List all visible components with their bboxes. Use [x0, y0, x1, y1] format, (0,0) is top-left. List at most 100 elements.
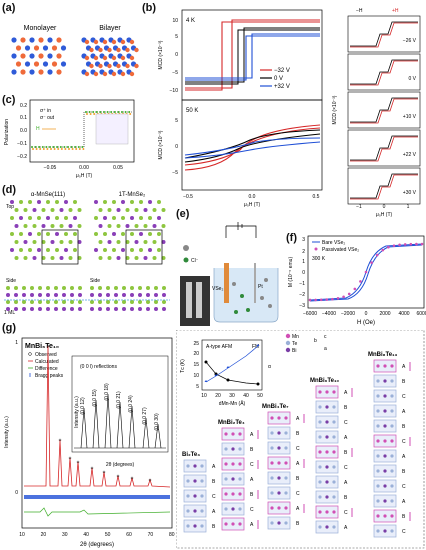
atom: [238, 492, 242, 496]
f-legend-bare: Bare VSe₂: [322, 240, 345, 246]
atom: [161, 240, 166, 244]
b-right-curve-neg: [350, 135, 418, 161]
atom: [90, 307, 94, 311]
d-side-label-2: Side: [90, 278, 100, 284]
atom: [332, 495, 336, 499]
c-point: [31, 146, 33, 148]
e-cl-label: Cl⁻: [191, 258, 199, 264]
svg-text:0.0: 0.0: [20, 128, 27, 134]
atom: [231, 432, 235, 436]
svg-text:0: 0: [383, 204, 386, 210]
ion: [240, 294, 244, 298]
atom: [390, 469, 394, 473]
atom: [390, 454, 394, 458]
atom: [24, 45, 31, 51]
layer-label: C: [402, 484, 406, 490]
panel-c-svg: σ⁺ in σ⁻ out H 0.2 0.1 0.0 −0.1 −0.2 Pol…: [4, 99, 135, 179]
atom: [186, 464, 190, 468]
atom: [277, 446, 281, 450]
atom: [77, 224, 82, 228]
atom: [98, 286, 102, 290]
atom: [284, 476, 288, 480]
atom: [332, 390, 336, 394]
pt-electrode: [254, 263, 256, 303]
inset-peak: [128, 405, 136, 449]
atom: [70, 307, 74, 311]
svg-text:1: 1: [302, 259, 305, 265]
atom: [390, 394, 394, 398]
atom: [224, 477, 228, 481]
atom: [42, 45, 49, 51]
atom: [143, 256, 148, 260]
c-point: [60, 148, 63, 150]
g-xtick: 10: [19, 532, 25, 538]
atom: [318, 465, 322, 469]
atom: [284, 416, 288, 420]
f-passivated-points: [308, 242, 424, 302]
atom: [37, 248, 41, 252]
svg-text:0.0: 0.0: [249, 194, 256, 200]
f-point: [336, 297, 340, 300]
inset-peak-label: (0 0 24): [128, 395, 134, 413]
c-point: [50, 148, 52, 150]
atom: [62, 300, 66, 304]
panel-b: (b) 4 K −32 V 0 V +32 V 10 5 0 −5 −10 MC…: [140, 0, 426, 232]
atom: [390, 379, 394, 383]
c-point: [128, 111, 131, 113]
ion: [264, 278, 268, 282]
atom: [42, 61, 49, 67]
atom: [162, 286, 166, 290]
atom: [138, 300, 142, 304]
atom: [152, 224, 157, 228]
atom: [318, 480, 322, 484]
g-inset-peaks: (0 0 12) (0 0 15) (0 0 18) (0 0 21) (0 0 24)…: [74, 383, 166, 449]
atom: [224, 522, 228, 526]
atom: [30, 300, 34, 304]
atom: [103, 232, 107, 236]
atom: [238, 447, 242, 451]
c-point: [42, 148, 45, 150]
atom: [130, 300, 134, 304]
panel-g-left: (g) MnBi₆Te₁₀ Observed Calculated Differ…: [0, 322, 176, 550]
b-right-curve-pos: [350, 22, 418, 48]
f-point: [308, 298, 312, 302]
atom: [24, 61, 31, 67]
c-ylabel: Polarization: [4, 119, 10, 145]
svg-text:−0.5: −0.5: [183, 194, 193, 200]
legend-bi: Bi: [292, 348, 296, 354]
axis-b: b: [314, 338, 317, 344]
atom: [55, 216, 59, 220]
layer-label: C: [402, 439, 406, 445]
panel-label-c: (c): [2, 94, 16, 106]
atom: [125, 47, 130, 53]
atom: [60, 61, 67, 67]
svg-text:−0.05: −0.05: [44, 165, 57, 171]
c-xlabel: μ₀H (T): [76, 173, 93, 179]
c-legend-1: σ⁻ out: [40, 115, 55, 121]
f-point: [409, 242, 413, 246]
panel-label-f: (f): [286, 232, 297, 244]
b-right-ylabel: MCD (×10⁻³): [332, 95, 338, 124]
atom: [10, 232, 14, 236]
atom: [32, 240, 37, 244]
atom: [270, 491, 274, 495]
atom: [73, 232, 77, 236]
atom: [116, 208, 121, 212]
atom: [37, 200, 41, 204]
c-point: [57, 148, 60, 150]
atom: [54, 286, 58, 290]
atom: [98, 240, 103, 244]
atom: [186, 494, 190, 498]
b-xlabel: μ₀H (T): [244, 202, 261, 208]
atom: [64, 232, 68, 236]
atom: [186, 509, 190, 513]
atom: [193, 509, 197, 513]
svg-text:−1: −1: [356, 204, 362, 210]
atom: [14, 224, 19, 228]
atom: [325, 480, 329, 484]
g-difference-curve: [24, 507, 171, 517]
atom: [84, 39, 90, 45]
svg-text:−5: −5: [172, 70, 178, 76]
c-point: [35, 148, 38, 150]
layer-label: B: [296, 431, 300, 437]
